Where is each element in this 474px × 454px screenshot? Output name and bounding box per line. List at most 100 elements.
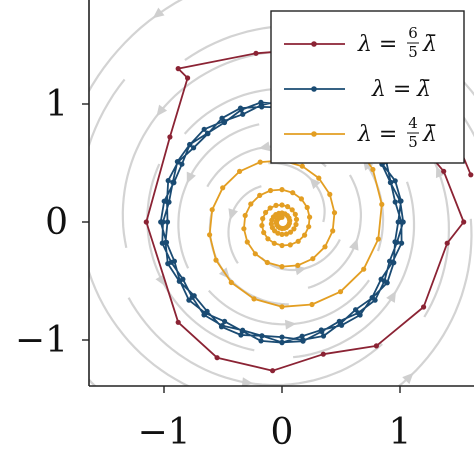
series-1-point-3 [441, 168, 447, 174]
series-2-point-58 [201, 312, 207, 318]
series-2-point-63 [160, 219, 166, 225]
series-3-point-47 [265, 236, 271, 242]
series-3-point-37 [290, 190, 296, 196]
series-3-point-56 [289, 207, 295, 213]
series-3-point-52 [267, 205, 273, 211]
series-3-point-54 [279, 202, 285, 208]
series-3-point-61 [287, 229, 294, 235]
series-3-point-21 [327, 191, 333, 197]
series-2-point-19 [258, 338, 264, 344]
series-3-point-31 [241, 226, 247, 232]
series-2-point-92 [238, 332, 244, 338]
series-3-point-13 [207, 232, 213, 238]
series-3-point-41 [306, 224, 312, 230]
legend-entry-3: λ = 4 5 λ̄ [284, 114, 437, 151]
series-2-point-45 [400, 219, 406, 225]
legend-label-3-num: 4 [408, 114, 418, 132]
stream-line-19 [417, 43, 474, 97]
series-3-point-22 [331, 210, 338, 216]
series-2-point-89 [300, 337, 306, 343]
stream-arrow-6 [349, 238, 359, 251]
series-3-point-20 [316, 175, 322, 181]
stream-arrow-1 [309, 177, 321, 190]
series-3-point-15 [220, 185, 226, 191]
series-3-point-26 [295, 262, 301, 268]
series-2-point-54 [279, 339, 285, 345]
series-2-point-8 [392, 199, 398, 205]
stream-arrow-14 [435, 166, 446, 179]
series-2-point-105 [219, 115, 225, 121]
stream-arrow-20 [152, 7, 165, 19]
stream-field [89, 0, 474, 386]
series-2-point-82 [392, 239, 398, 245]
legend: λ = 6 5 λ̄ λ = λ̄ λ = 4 5 λ̄ [270, 10, 465, 164]
legend-label-1-lhs: λ = [357, 32, 397, 57]
series-3-point-57 [292, 211, 298, 217]
series-3-point-27 [279, 264, 285, 270]
series-1-point-5 [444, 240, 450, 246]
series-1-point-10 [214, 355, 220, 361]
series-2-point-100 [164, 199, 170, 205]
stream-arrow-7 [186, 171, 196, 184]
series-3-point-51 [263, 209, 269, 216]
series-3-point-29 [252, 251, 258, 257]
y-tick-label-1: 0 [45, 202, 68, 243]
series-2-point-93 [218, 324, 225, 330]
series-2-point-101 [165, 178, 171, 184]
series-3-point-36 [279, 187, 285, 193]
series-2-point-80 [398, 198, 404, 204]
series-2-point-43 [387, 179, 393, 186]
x-tick-label-1: 0 [271, 412, 294, 453]
x-tick-label-2: 1 [389, 412, 412, 453]
stream-line-18 [89, 78, 191, 386]
series-2-point-52 [319, 328, 325, 335]
series-2-point-96 [176, 278, 182, 284]
series-2-point-47 [387, 258, 393, 264]
series-1-point-12 [143, 219, 149, 225]
series-3-point-63 [279, 231, 285, 237]
series-3-point-3 [370, 166, 376, 173]
series-3-point-30 [244, 239, 250, 245]
legend-label-3-lhs: λ = [357, 122, 397, 147]
series-2-point-95 [191, 293, 197, 299]
series-3-point-33 [248, 201, 254, 207]
series-1-point-8 [320, 351, 326, 357]
legend-marker-3 [311, 131, 317, 137]
series-2-point-79 [392, 178, 398, 184]
series-2-point-106 [237, 105, 244, 111]
series-3-point-59 [293, 221, 299, 228]
series-2-point-98 [162, 239, 169, 246]
series-3-point-48 [261, 229, 267, 236]
series-2-point-83 [391, 260, 397, 266]
series-2-point-71 [258, 99, 264, 105]
series-3-point-23 [330, 228, 336, 234]
series-2-point-81 [395, 219, 401, 225]
stream-arrow-13 [241, 377, 254, 386]
legend-entry-2: λ = λ̄ [284, 77, 431, 102]
series-3-point-40 [307, 214, 313, 220]
series-1-point-6 [421, 304, 427, 310]
series-2-point-99 [164, 219, 171, 225]
series-3-point-4 [379, 201, 385, 207]
series-3-point-11 [228, 279, 234, 286]
stream-arrow-11 [386, 290, 397, 303]
series-3-point-53 [273, 202, 279, 208]
series-1-point-11 [175, 319, 181, 325]
series-3-point-90 [279, 214, 285, 220]
series-2-point-90 [279, 334, 285, 340]
series-2-point-97 [165, 261, 171, 267]
stream-arrow-16 [402, 372, 414, 385]
series-3-point-50 [260, 216, 266, 222]
series-3-point-43 [295, 238, 301, 244]
series-1-point-20 [468, 172, 474, 178]
stream-arrow-8 [284, 319, 297, 330]
series-2-point-30 [179, 161, 185, 167]
series-2-point-65 [170, 179, 176, 185]
legend-label-2-lhs: λ = [371, 77, 411, 102]
series-3-point-34 [257, 192, 263, 198]
series-2-point-34 [240, 111, 246, 117]
series-3-point-5 [375, 236, 381, 242]
series-3-point-46 [271, 240, 277, 246]
series-2-point-84 [384, 280, 390, 286]
series-3-point-10 [251, 296, 257, 302]
